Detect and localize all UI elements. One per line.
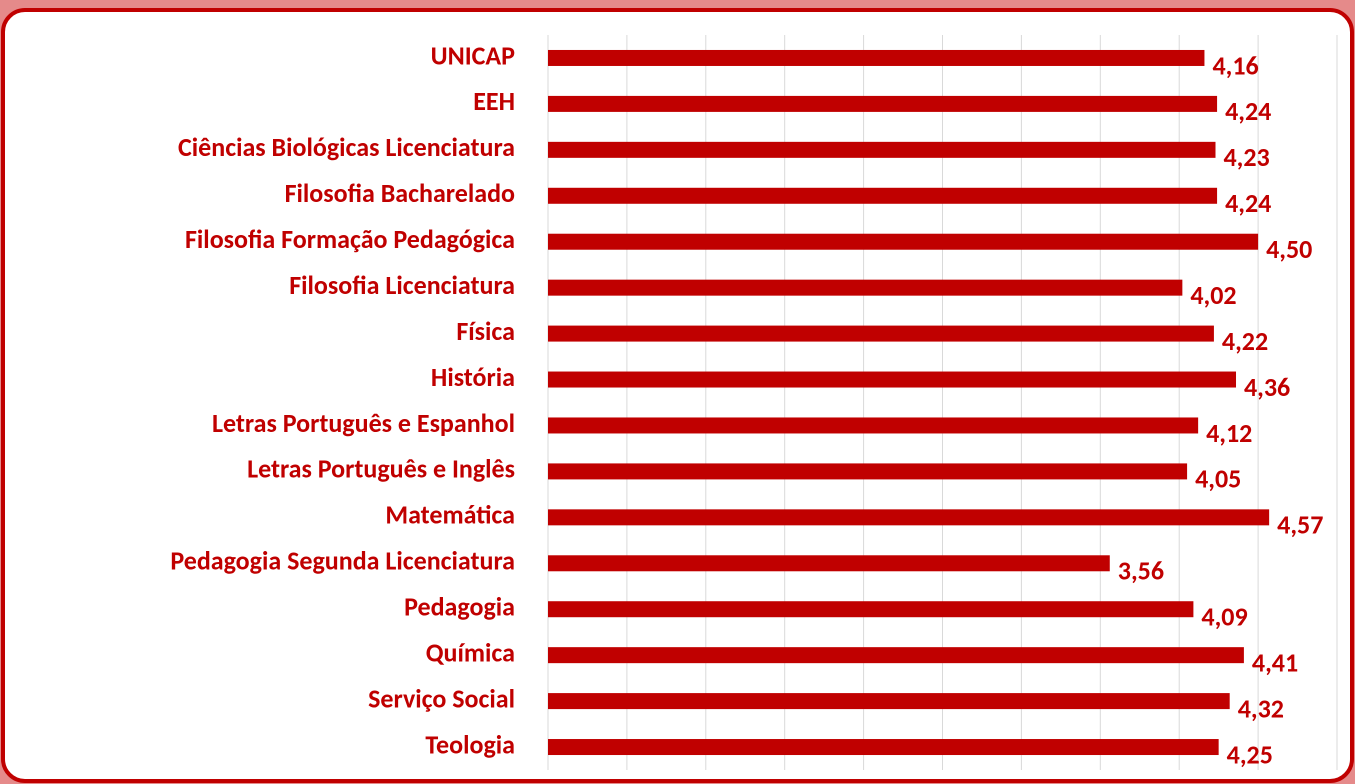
bar xyxy=(548,95,1218,112)
bar xyxy=(548,233,1259,250)
value-label: 4,23 xyxy=(1223,141,1269,173)
category-label: História xyxy=(431,361,515,393)
bar xyxy=(548,417,1199,434)
category-label: EEH xyxy=(473,85,515,117)
bar xyxy=(548,647,1244,664)
bar xyxy=(548,601,1194,618)
value-label: 4,22 xyxy=(1222,325,1268,357)
bar xyxy=(548,49,1205,66)
value-label: 4,41 xyxy=(1252,646,1298,678)
category-label: Teologia xyxy=(425,728,515,760)
value-label: 4,09 xyxy=(1201,601,1247,633)
bar xyxy=(548,279,1183,296)
bar xyxy=(548,371,1237,388)
bar xyxy=(548,555,1110,572)
value-label: 4,16 xyxy=(1212,49,1258,81)
category-label: Matemática xyxy=(385,499,515,531)
category-label: Química xyxy=(426,636,515,668)
value-label: 4,12 xyxy=(1206,417,1252,449)
category-label: Filosofia Formação Pedagógica xyxy=(185,223,515,255)
category-label: Serviço Social xyxy=(368,682,515,714)
category-label: Filosofia Bacharelado xyxy=(285,177,515,209)
value-label: 4,32 xyxy=(1238,692,1284,724)
value-label: 3,56 xyxy=(1118,555,1164,587)
value-label: 4,50 xyxy=(1266,233,1312,265)
category-label: Pedagogia xyxy=(404,591,515,623)
category-label: UNICAP xyxy=(431,39,516,71)
category-label: Pedagogia Segunda Licenciatura xyxy=(170,545,515,577)
bar xyxy=(548,463,1188,480)
bar xyxy=(548,141,1216,158)
bar xyxy=(548,693,1230,710)
category-label: Física xyxy=(456,315,515,347)
bar xyxy=(548,739,1219,756)
category-label: Letras Português e Espanhol xyxy=(212,407,515,439)
value-label: 4,24 xyxy=(1225,187,1271,219)
category-label: Ciências Biológicas Licenciatura xyxy=(178,131,515,163)
category-label: Letras Português e Inglês xyxy=(247,453,515,485)
bar xyxy=(548,325,1214,342)
bar xyxy=(548,187,1218,204)
value-label: 4,36 xyxy=(1244,371,1290,403)
value-label: 4,02 xyxy=(1190,279,1236,311)
value-label: 4,05 xyxy=(1195,463,1241,495)
value-label: 4,24 xyxy=(1225,95,1271,127)
category-label: Filosofia Licenciatura xyxy=(289,269,515,301)
value-label: 4,57 xyxy=(1277,509,1323,541)
panel xyxy=(1,8,1354,783)
bar xyxy=(548,509,1270,526)
value-label: 4,25 xyxy=(1227,738,1273,770)
